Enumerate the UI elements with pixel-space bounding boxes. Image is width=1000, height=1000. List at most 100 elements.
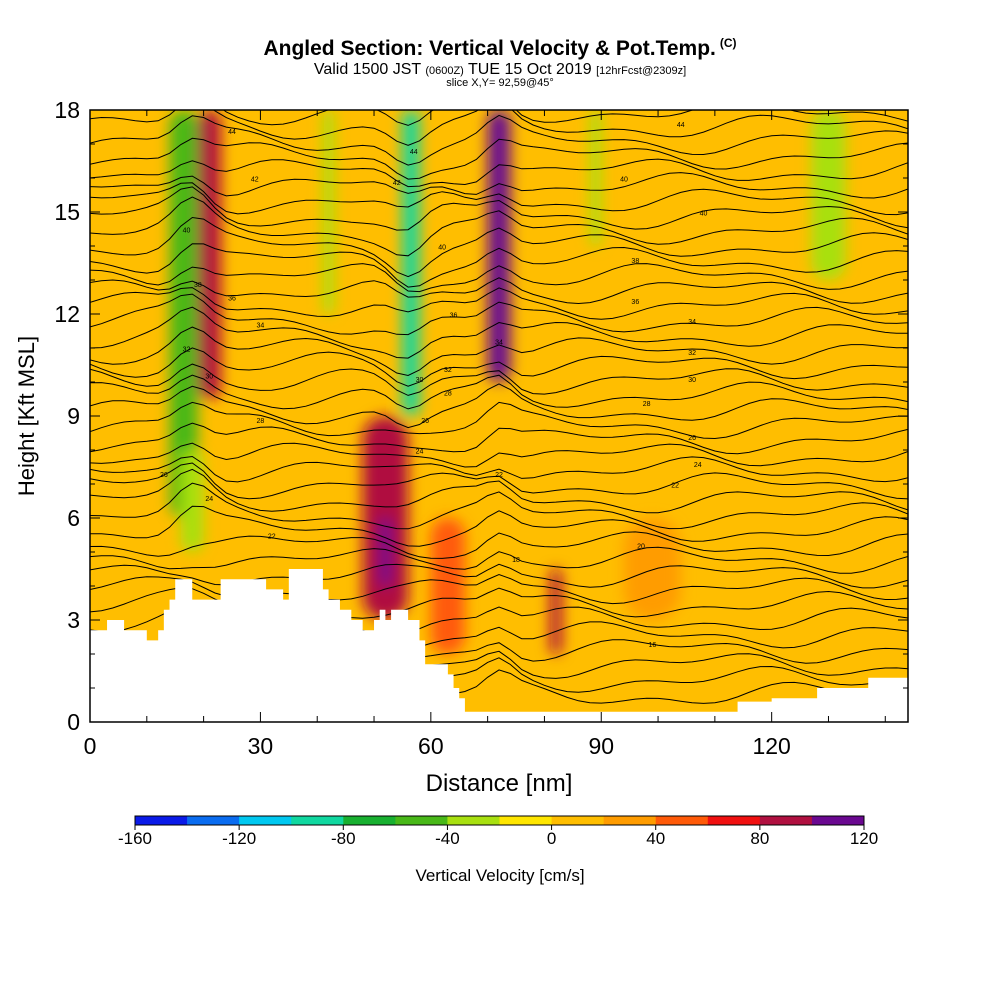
valid-prefix: Valid 1500 JST [313,61,421,78]
y-tick-label: 18 [54,97,80,123]
colorbar-swatch [343,816,396,825]
theta-label: 44 [677,122,685,129]
colorbar-swatch [759,816,813,825]
isentrope-line [90,455,908,483]
theta-label: 16 [648,642,656,649]
x-axis-label: Distance [nm] [426,770,573,797]
velocity-cell-11 [180,450,204,552]
theta-label: 18 [512,557,520,564]
theta-label: 36 [631,299,639,306]
terrain-mask [90,569,908,722]
y-tick-label: 15 [54,199,80,225]
isentrope-line [90,196,908,257]
colorbar-swatch [655,816,709,825]
valid-date: TUE 15 Oct 2019 [468,61,592,78]
colorbar-frame [134,815,865,826]
forecast-info: [12hrFcst@2309z] [596,65,687,77]
isentrope-line [90,505,908,547]
colorbar-tick-label: 0 [547,829,556,848]
isentrope-line [90,482,908,530]
theta-label: 32 [444,367,452,374]
colorbar-swatch [811,816,865,825]
isentrope-line [90,137,908,180]
colorbar-swatch [135,816,188,825]
isentrope-line [90,363,908,396]
slice-info: slice X,Y= 92,59@45° [446,77,554,89]
theta-label: 28 [257,418,265,425]
theta-label: 26 [688,435,696,442]
velocity-cell-6 [811,110,846,280]
theta-label: 24 [694,462,702,469]
theta-label: 30 [416,377,424,384]
colorbar-tick-label: -80 [331,829,356,848]
velocity-cell-12 [623,518,681,620]
colorbar-swatch [447,816,500,825]
velocity-cell-5 [589,110,602,246]
velocity-cell-4 [487,110,511,382]
y-tick-label: 12 [54,301,80,327]
isentrope-line [90,293,908,336]
theta-label: 28 [643,401,651,408]
theta-label: 38 [631,258,639,265]
title-units: (C) [719,36,737,50]
isentrope-line [90,277,908,305]
theta-label: 36 [450,312,458,319]
x-tick-label: 90 [588,733,614,759]
theta-label: 22 [495,472,503,479]
theta-label: 30 [205,374,213,381]
chart-title: Angled Section: Vertical Velocity & Pot.… [0,36,1000,61]
colorbar-swatch [239,816,292,825]
y-axis-label: Height [Kft MSL] [14,336,39,496]
theta-label: 40 [438,244,446,251]
isentrope-line [90,383,908,429]
colorbar-tick-label: 80 [750,829,769,848]
plot-area: 44 42 44 42 40 40 44 40 38 36 34 32 30 28 26 24 22 20 18 16… [90,110,908,722]
theta-label: 32 [183,346,191,353]
velocity-cell-8 [379,518,392,586]
theta-label: 24 [416,448,424,455]
x-axis: 0 30 60 90 120 [84,110,886,759]
isentrope-line [90,263,908,293]
isentrope-line [90,546,908,574]
x-tick-label: 30 [248,733,274,759]
x-tick-label: 0 [84,733,97,759]
chart-title-text: Angled Section: Vertical Velocity & Pot.… [263,37,716,60]
velocity-cell-0 [169,110,198,518]
y-tick-label: 6 [67,505,80,531]
velocity-cell-2 [322,110,335,314]
isentrope-line [90,182,908,216]
x-tick-label: 120 [752,733,790,759]
y-tick-label: 3 [67,607,80,633]
isentrope-line [90,468,908,514]
isentrope-line [90,216,908,278]
colorbar-tick-label: -160 [118,829,152,848]
theta-label: 26 [160,472,168,479]
colorbar: -160 -120 -80 -40 0 40 80 120 [118,815,878,848]
valid-time-line: Valid 1500 JST (0600Z) TUE 15 Oct 2019 [… [0,61,1000,79]
theta-label: 40 [183,227,191,234]
isentrope-line [90,374,908,410]
isentrope-line [90,462,908,500]
y-tick-label: 9 [67,403,80,429]
colorbar-label: Vertical Velocity [cm/s] [415,866,584,885]
isentrope-line [90,172,908,199]
theta-label: 26 [421,418,429,425]
isentrope-line [90,401,908,440]
theta-label: 40 [620,176,628,183]
isentrope-line [90,347,908,387]
theta-label: 34 [257,323,265,330]
colorbar-tick-label: 40 [646,829,665,848]
velocity-cell-10 [430,518,465,654]
isentropes [90,110,908,709]
colorbar-swatch [707,816,761,825]
theta-label: 20 [637,544,645,551]
colorbar-tick-label: 120 [850,829,878,848]
isentrope-line [90,158,908,188]
isentrope-line [90,243,908,288]
theta-label: 36 [228,295,236,302]
theta-label: 30 [688,377,696,384]
colorbar-swatch [395,816,448,825]
isentrope-line [90,306,908,359]
theta-label: 44 [228,129,236,136]
